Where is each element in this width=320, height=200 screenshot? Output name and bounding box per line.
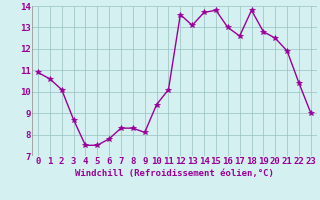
X-axis label: Windchill (Refroidissement éolien,°C): Windchill (Refroidissement éolien,°C): [75, 169, 274, 178]
